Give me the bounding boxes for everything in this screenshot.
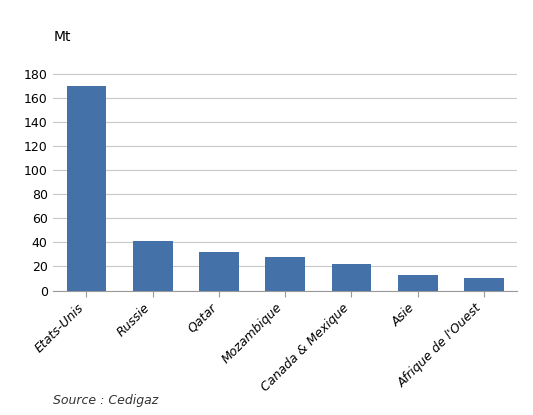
Bar xyxy=(398,275,438,290)
Bar xyxy=(67,86,106,290)
Bar xyxy=(199,252,239,290)
Bar xyxy=(464,278,504,290)
Text: Mt: Mt xyxy=(53,30,71,44)
Text: Source : Cedigaz: Source : Cedigaz xyxy=(53,394,158,407)
Bar xyxy=(265,257,305,290)
Bar xyxy=(133,241,173,290)
Bar xyxy=(332,264,372,290)
